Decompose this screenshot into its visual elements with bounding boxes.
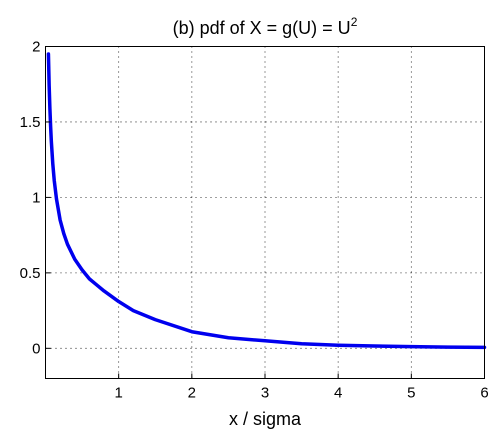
chart-title-superscript: 2 — [351, 15, 358, 29]
x-axis-label: x / sigma — [229, 409, 302, 429]
x-tick-label: 2 — [188, 385, 196, 402]
plot-lines — [46, 52, 487, 350]
y-tick-label: 0.5 — [20, 265, 41, 282]
x-tick-label: 4 — [334, 385, 342, 402]
ticks: 1 2 3 4 5 6 0 0.5 1 1.5 2 — [20, 39, 489, 402]
x-tick-label: 3 — [261, 385, 269, 402]
y-tick-label: 0 — [32, 340, 40, 357]
y-tick-label: 1.5 — [20, 114, 41, 131]
y-tick-label: 2 — [32, 39, 40, 56]
x-tick-label: 6 — [480, 385, 488, 402]
chart-title: (b) pdf of X = g(U) = U2 — [173, 15, 358, 38]
x-tick-label: 1 — [114, 385, 122, 402]
pdf-curve — [46, 52, 487, 350]
chart-title-main: (b) pdf of X = g(U) = U — [173, 18, 351, 38]
y-tick-label: 1 — [32, 189, 40, 206]
x-tick-label: 5 — [407, 385, 415, 402]
